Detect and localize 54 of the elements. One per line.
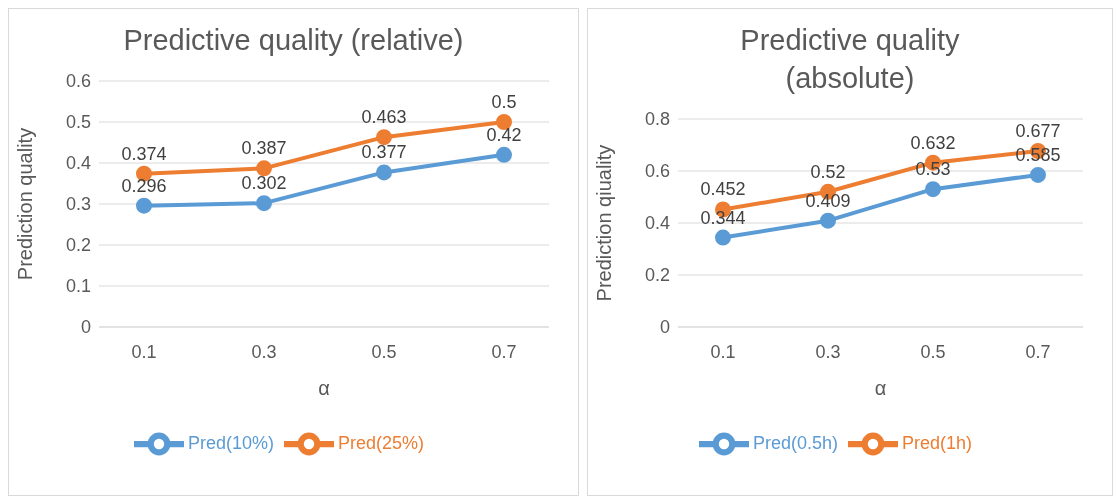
chart-title: Predictive quality (absolute) bbox=[739, 23, 961, 96]
legend-label: Pred(10%) bbox=[187, 432, 274, 453]
point bbox=[256, 195, 272, 212]
point bbox=[1029, 166, 1046, 183]
y-axis-title: Prediction quality bbox=[14, 127, 37, 281]
legend-label: Pred(25%) bbox=[338, 432, 425, 453]
y-tick-label: 0.3 bbox=[65, 194, 91, 215]
point bbox=[136, 197, 152, 214]
point bbox=[714, 229, 731, 246]
chart-title: Predictive quality (relative) bbox=[122, 23, 465, 58]
data-label: 0.52 bbox=[810, 161, 846, 182]
x-tick-label: 0.7 bbox=[1025, 341, 1051, 362]
x-tick-label: 0.3 bbox=[251, 341, 277, 362]
data-label: 0.296 bbox=[121, 175, 167, 196]
data-label: 0.42 bbox=[486, 124, 522, 145]
data-label: 0.409 bbox=[805, 190, 851, 211]
point bbox=[376, 129, 392, 146]
x-tick-label: 0.5 bbox=[371, 341, 397, 362]
point bbox=[924, 181, 941, 198]
y-axis-title: Prediction qiuality bbox=[593, 144, 616, 302]
y-tick-label: 0.6 bbox=[65, 71, 91, 92]
y-tick-label: 0.5 bbox=[65, 112, 91, 133]
y-tick-label: 0.8 bbox=[644, 109, 670, 130]
y-tick-label: 0.4 bbox=[65, 153, 91, 174]
point bbox=[819, 212, 836, 229]
data-label: 0.463 bbox=[361, 107, 407, 128]
x-tick-label: 0.5 bbox=[920, 341, 946, 362]
data-label: 0.377 bbox=[361, 142, 407, 163]
y-tick-label: 0.2 bbox=[65, 235, 91, 256]
x-tick-label: 0.3 bbox=[815, 341, 841, 362]
data-label: 0.344 bbox=[700, 207, 746, 228]
x-tick-label: 0.1 bbox=[710, 341, 736, 362]
data-label: 0.677 bbox=[1015, 120, 1061, 141]
y-tick-label: 0 bbox=[659, 317, 670, 338]
y-tick-label: 0.4 bbox=[644, 213, 670, 234]
x-axis-title: α bbox=[318, 377, 330, 399]
data-label: 0.452 bbox=[700, 179, 746, 200]
x-tick-label: 0.7 bbox=[491, 341, 517, 362]
legend-label: Pred(1h) bbox=[901, 432, 972, 453]
y-tick-label: 0.6 bbox=[644, 161, 670, 182]
point bbox=[496, 146, 512, 163]
legend-label: Pred(0.5h) bbox=[752, 432, 838, 453]
data-label: 0.632 bbox=[910, 132, 956, 153]
y-tick-label: 0 bbox=[80, 317, 91, 338]
data-label: 0.374 bbox=[121, 143, 167, 164]
x-tick-label: 0.1 bbox=[131, 341, 157, 362]
y-tick-label: 0.2 bbox=[644, 265, 670, 286]
data-label: 0.302 bbox=[241, 173, 287, 194]
data-label: 0.387 bbox=[241, 138, 287, 159]
point bbox=[256, 160, 272, 177]
y-tick-label: 0.1 bbox=[65, 276, 91, 297]
data-label: 0.5 bbox=[491, 92, 517, 112]
x-axis-title: α bbox=[874, 377, 887, 399]
point bbox=[376, 164, 392, 181]
